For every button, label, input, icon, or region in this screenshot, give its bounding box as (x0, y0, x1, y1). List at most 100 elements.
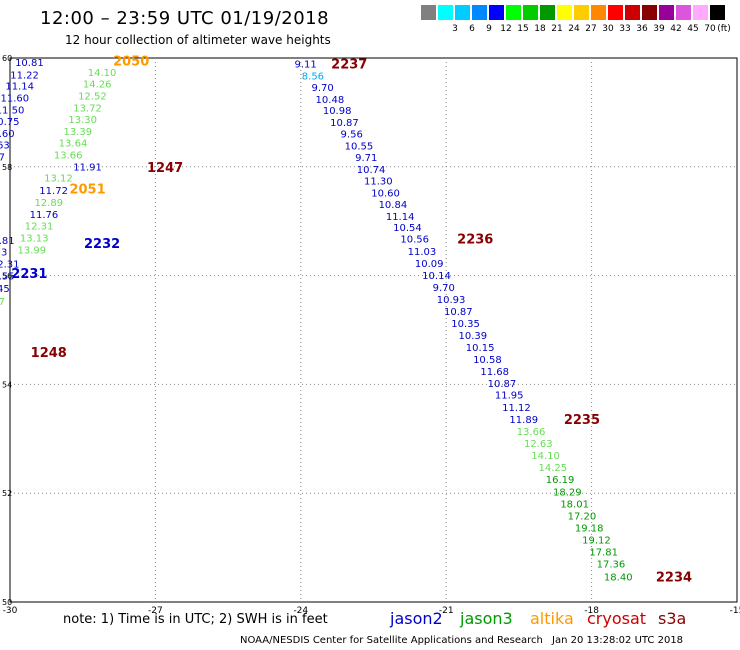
wave-height-value: 13.66 (517, 427, 546, 438)
lat-tick-label: 52 (2, 489, 12, 498)
wave-height-value: 13.64 (59, 138, 88, 149)
wave-height-value: 10.45 (0, 284, 10, 295)
wave-height-value: 10.98 (323, 106, 352, 117)
wave-height-value: 10.39 (459, 331, 488, 342)
wave-height-value: 19.18 (575, 523, 604, 534)
legend-label: 30 (602, 24, 614, 34)
wave-height-value: 16.19 (546, 475, 575, 486)
legend-swatch (608, 5, 623, 20)
wave-height-value: 9.71 (355, 153, 377, 164)
wave-height-value: 11.14 (5, 82, 34, 93)
wave-height-value: 11.30 (364, 176, 393, 187)
track-time-label: 2232 (84, 237, 120, 252)
lat-tick-label: 60 (2, 54, 12, 63)
wave-height-value: 13.99 (17, 245, 46, 256)
wave-height-value: 10.87 (488, 379, 517, 390)
legend-swatch (574, 5, 589, 20)
map-title: 12:00 – 23:59 UTC 01/19/2018 (40, 8, 330, 29)
wave-height-value: 10.15 (466, 343, 495, 354)
wave-height-value: 11.12 (502, 403, 531, 414)
track-time-label: 2234 (656, 570, 692, 585)
lon-tick-label: -18 (584, 606, 599, 616)
credit-line: NOAA/NESDIS Center for Satellite Applica… (240, 635, 543, 646)
wave-height-value: 12.07 (0, 297, 5, 308)
wave-height-value: 10.87 (444, 307, 473, 318)
legend-label: 70 (704, 24, 716, 34)
wave-height-value: 14.10 (531, 451, 560, 462)
wave-height-value: 10.35 (451, 319, 480, 330)
satellite-jason3: jason3 (460, 609, 513, 628)
track-time-label: 1247 (147, 161, 183, 176)
legend-swatch (455, 5, 470, 20)
wave-height-value: 11.22 (10, 70, 39, 81)
wave-height-value: 10.56 (400, 235, 429, 246)
legend-label: 27 (585, 24, 597, 34)
legend-label: 15 (517, 24, 529, 34)
lat-tick-label: 56 (2, 272, 12, 281)
wave-height-value: 10.54 (393, 223, 422, 234)
wave-height-value: 18.29 (553, 488, 582, 499)
track-time-label: 2231 (11, 267, 47, 282)
wave-height-value: 12.31 (0, 260, 19, 271)
map-frame (9, 57, 738, 603)
track-time-labels: 1248 2231 2050 1247 2051 2232 2237 2236 2235 2234 (11, 55, 692, 586)
track-time-label: 2050 (113, 55, 149, 70)
legend-swatch (693, 5, 708, 20)
legend-swatch (506, 5, 521, 20)
lon-tick-label: -30 (3, 606, 18, 616)
wave-height-value: 10.48 (316, 95, 345, 106)
legend-swatch (676, 5, 691, 20)
axis-tick-labels: -30 -27 -24 -21 -18 -15 60 58 56 54 52 50 (2, 54, 740, 616)
legend-swatch (591, 5, 606, 20)
wave-height-value: 11.91 (73, 162, 102, 173)
wave-height-value: 13.39 (64, 127, 93, 138)
wave-height-value: 13.12 (44, 174, 73, 185)
legend-swatch (421, 5, 436, 20)
legend-swatch (625, 5, 640, 20)
wave-height-value: 13.30 (68, 115, 97, 126)
legend-swatch (489, 5, 504, 20)
wave-height-value: 10.14 (422, 271, 451, 282)
wave-height-value: 12.31 (25, 222, 54, 233)
legend-swatch (659, 5, 674, 20)
wave-height-value: 11.14 (386, 212, 415, 223)
wave-height-value: 10.58 (473, 355, 502, 366)
track-time-label: 2235 (564, 413, 600, 428)
wave-height-value: 11.89 (509, 415, 538, 426)
wave-height-values: 10.8111.2211.1411.6011.5010.7510.6010.63… (0, 58, 633, 584)
wave-height-value: 10.81 (0, 236, 15, 247)
legend-swatch (523, 5, 538, 20)
legend-swatch (710, 5, 725, 20)
wave-height-value: 10.60 (371, 188, 400, 199)
footer-note: note: 1) Time is in UTC; 2) SWH is in fe… (63, 612, 328, 627)
wave-height-value: 17.36 (597, 559, 626, 570)
legend-label: 12 (500, 24, 512, 34)
track-time-label: 1248 (31, 346, 67, 361)
wave-height-value: 9.56 (341, 130, 363, 141)
wave-height-value: 11.95 (495, 391, 524, 402)
track-time-label: 2237 (331, 57, 367, 72)
legend-unit: (ft) (717, 24, 731, 34)
legend-label: 24 (568, 24, 580, 34)
wave-height-value: 17.81 (589, 547, 618, 558)
wave-height-value: 14.25 (539, 463, 568, 474)
wave-height-value: 9.70 (433, 283, 455, 294)
lon-tick-label: -15 (730, 606, 740, 616)
lon-tick-label: -24 (293, 606, 308, 616)
satellite-s3a: s3a (658, 609, 687, 628)
wave-height-value: 19.12 (582, 535, 611, 546)
legend-swatch (540, 5, 555, 20)
wave-height-value: 10.93 (437, 295, 466, 306)
wave-height-value: 14.10 (88, 68, 117, 79)
wave-height-value: 10.81 (15, 58, 44, 69)
track-time-label: 2236 (457, 233, 493, 248)
lon-tick-label: -21 (439, 606, 454, 616)
wave-height-value: 10.55 (345, 142, 374, 153)
legend-label: 6 (469, 24, 475, 34)
wave-height-value: 11.55 (0, 272, 15, 283)
lat-tick-label: 50 (2, 598, 12, 607)
legend-swatch (438, 5, 453, 20)
legend-label: 42 (670, 24, 682, 34)
wave-height-value: 10.09 (415, 259, 444, 270)
